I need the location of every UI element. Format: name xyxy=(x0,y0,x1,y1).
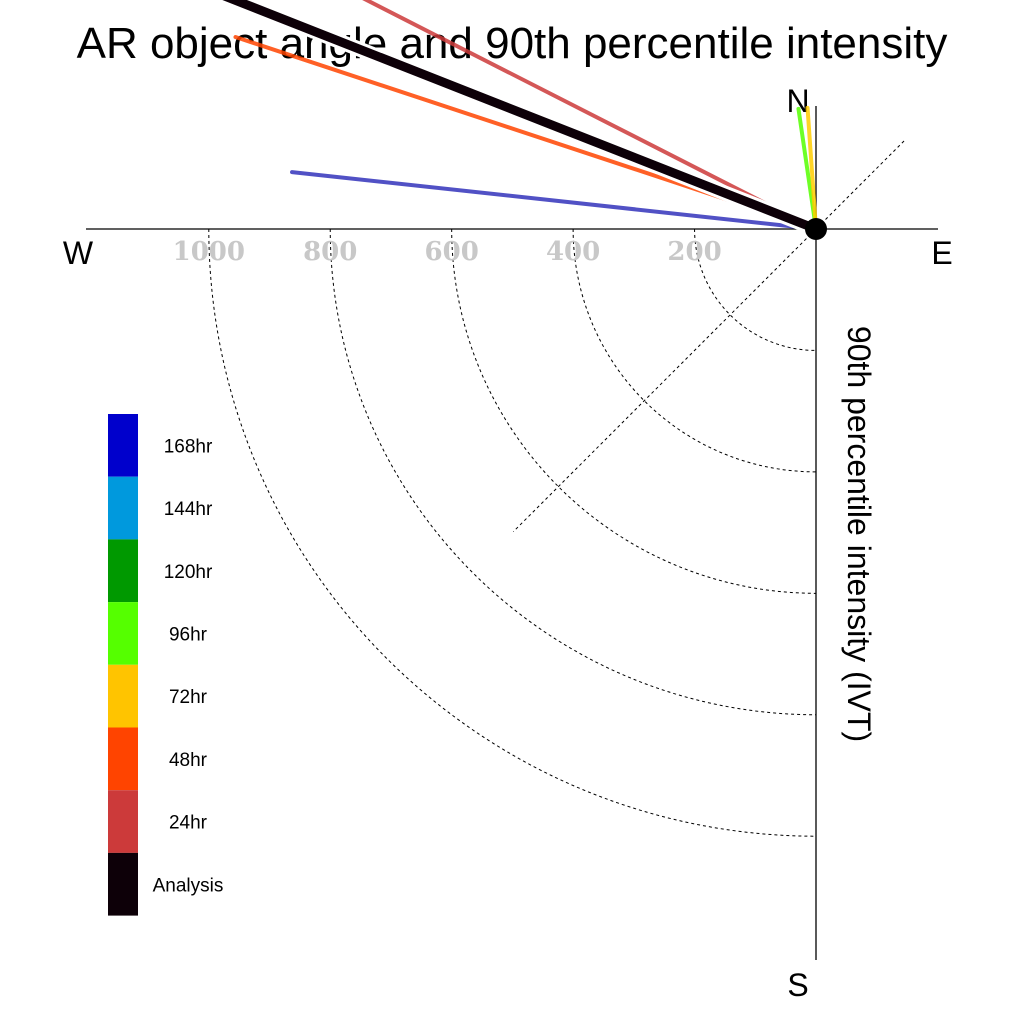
radial-labels: 200 400 600 800 1000 xyxy=(173,237,722,267)
east-label: E xyxy=(931,235,952,271)
vector-layer xyxy=(214,0,827,240)
legend: 168hr 144hr 120hr 96hr 72hr 48hr 24hr Analysis xyxy=(108,414,223,916)
legend-label: 96hr xyxy=(169,624,208,645)
grid-ring xyxy=(329,228,817,716)
grid-ring xyxy=(694,228,817,351)
chart-title: AR object angle and 90th percentile inte… xyxy=(77,19,948,68)
south-label: S xyxy=(787,967,808,1003)
grid-layer xyxy=(208,140,905,837)
vector-72hr xyxy=(805,105,818,231)
legend-swatch xyxy=(108,476,138,540)
vector-analysis xyxy=(222,0,821,234)
legend-label: 120hr xyxy=(164,562,213,583)
legend-swatch xyxy=(108,414,138,477)
legend-swatch xyxy=(108,664,138,728)
legend-swatch xyxy=(108,602,138,665)
legend-swatch xyxy=(108,852,138,916)
north-label: N xyxy=(786,83,809,119)
legend-swatch xyxy=(108,727,138,791)
radial-tick-label: 400 xyxy=(546,237,600,267)
legend-label: 168hr xyxy=(164,436,213,457)
legend-label: Analysis xyxy=(153,875,224,896)
legend-label: 24hr xyxy=(169,813,208,834)
radial-tick-label: 1000 xyxy=(173,237,245,267)
grid-ring xyxy=(451,228,817,594)
grid-ring xyxy=(208,228,817,837)
grid-diagonal xyxy=(512,140,905,533)
vector-168hr xyxy=(290,170,818,231)
grid-ring xyxy=(572,228,817,473)
vector-24hr xyxy=(362,0,818,231)
legend-label: 48hr xyxy=(169,750,208,771)
legend-label: 72hr xyxy=(169,687,208,708)
origin-marker xyxy=(805,218,827,240)
radial-tick-label: 600 xyxy=(425,237,479,267)
legend-swatch xyxy=(108,790,138,853)
legend-swatch xyxy=(108,539,138,603)
radial-tick-label: 800 xyxy=(303,237,357,267)
radial-tick-label: 200 xyxy=(667,237,721,267)
west-label: W xyxy=(63,235,94,271)
legend-label: 144hr xyxy=(164,499,213,520)
y-axis-label: 90th percentile intensity (IVT) xyxy=(841,326,877,742)
